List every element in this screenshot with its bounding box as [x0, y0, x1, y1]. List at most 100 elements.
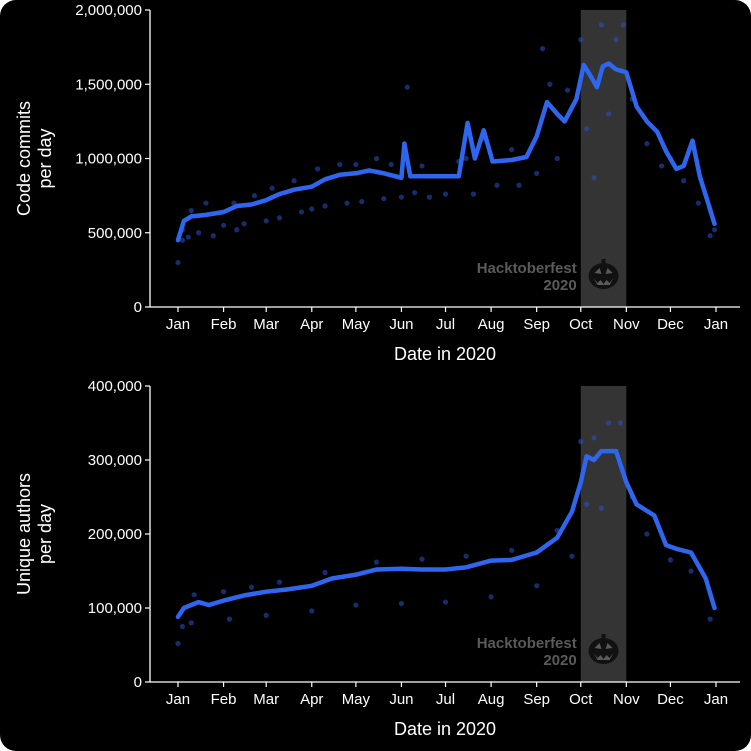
data-point	[195, 230, 202, 236]
pumpkin-body	[588, 638, 619, 664]
x-tick-label: Feb	[211, 316, 237, 333]
x-axis-title: Date in 2020	[394, 719, 496, 739]
data-point	[359, 198, 365, 205]
pumpkin-eye-left	[594, 268, 602, 274]
data-point	[509, 547, 515, 553]
data-point	[564, 87, 571, 93]
data-point	[509, 146, 515, 153]
data-point	[516, 182, 522, 188]
data-point	[188, 207, 194, 214]
jack-o-lantern-icon	[588, 259, 619, 289]
data-point	[315, 166, 321, 172]
x-tick-label: Dec	[657, 691, 684, 708]
y-tick-label: 300,000	[88, 452, 142, 469]
data-point	[419, 556, 425, 562]
data-point	[203, 200, 209, 206]
x-tick-label: May	[342, 691, 371, 708]
data-point	[188, 620, 194, 626]
data-point	[644, 531, 650, 537]
y-tick-label: 0	[134, 299, 142, 316]
data-point	[659, 163, 665, 169]
data-point	[220, 222, 227, 228]
hacktoberfest-region	[580, 386, 627, 682]
y-axis-title-line: Unique authors	[14, 473, 34, 595]
x-tick-label: Mar	[253, 316, 279, 333]
hacktoberfest-year-label: 2020	[543, 652, 576, 669]
data-point	[598, 505, 604, 511]
trend-line	[175, 448, 717, 620]
x-tick-label: Nov	[613, 316, 640, 333]
x-tick-label: Jan	[166, 691, 190, 708]
y-axis-title: Unique authorsper day	[14, 473, 55, 595]
data-point	[578, 37, 584, 43]
x-tick-label: Jul	[436, 691, 455, 708]
data-point	[707, 616, 713, 622]
data-point	[309, 608, 315, 614]
data-point	[463, 553, 469, 559]
data-point	[547, 81, 553, 87]
data-point	[534, 170, 540, 176]
data-point	[322, 203, 328, 209]
y-tick-label: 2,000,000	[75, 2, 142, 19]
y-axis-title-line: Code commits	[14, 101, 34, 216]
data-point	[463, 155, 469, 162]
data-point	[251, 193, 258, 199]
y-tick-label: 1,000,000	[75, 151, 142, 168]
data-point	[344, 200, 350, 206]
data-point	[179, 623, 186, 630]
x-tick-label: Jan	[704, 691, 728, 708]
data-point	[291, 178, 297, 184]
data-point	[554, 155, 560, 162]
data-point	[175, 259, 181, 266]
y-tick-label: 100,000	[88, 600, 142, 617]
pumpkin-stem	[601, 259, 606, 265]
pumpkin-eye-left	[594, 643, 602, 649]
x-tick-label: Jul	[436, 316, 455, 333]
x-tick-label: Nov	[613, 691, 640, 708]
y-tick-label: 500,000	[88, 225, 142, 242]
data-point	[191, 592, 197, 598]
x-tick-label: Sep	[523, 691, 550, 708]
data-point	[591, 175, 597, 181]
x-tick-label: Dec	[657, 316, 684, 333]
x-tick-label: Aug	[478, 316, 505, 333]
data-point	[620, 22, 626, 28]
x-axis-title: Date in 2020	[394, 344, 496, 364]
pumpkin-mouth	[593, 278, 614, 285]
pumpkin-mouth	[593, 653, 614, 660]
x-tick-label: Apr	[300, 691, 323, 708]
x-tick-label: Oct	[569, 316, 593, 333]
data-point	[681, 178, 687, 184]
data-point	[381, 195, 387, 202]
data-point	[388, 161, 394, 168]
data-point	[210, 233, 216, 239]
data-point	[337, 161, 343, 168]
data-point	[353, 161, 359, 168]
y-axis-title-line: per day	[35, 504, 55, 564]
data-point	[322, 569, 328, 576]
x-tick-label: Sep	[523, 316, 550, 333]
data-point	[298, 209, 305, 215]
y-tick-label: 400,000	[88, 378, 142, 395]
data-point	[695, 200, 701, 206]
hacktoberfest-region	[580, 10, 627, 307]
data-point	[569, 553, 575, 559]
data-point	[263, 612, 269, 619]
data-point	[309, 206, 315, 212]
data-point	[494, 182, 500, 188]
data-point	[539, 46, 546, 52]
data-point	[175, 640, 181, 647]
hacktoberfest-year-label: 2020	[543, 277, 576, 294]
trend-line	[175, 61, 717, 243]
y-tick-label: 1,500,000	[75, 76, 142, 93]
x-tick-label: Jan	[166, 316, 190, 333]
data-point	[606, 111, 612, 117]
x-tick-label: Apr	[300, 316, 323, 333]
data-point	[584, 126, 590, 132]
data-point	[276, 215, 283, 221]
x-tick-label: Jun	[389, 316, 413, 333]
